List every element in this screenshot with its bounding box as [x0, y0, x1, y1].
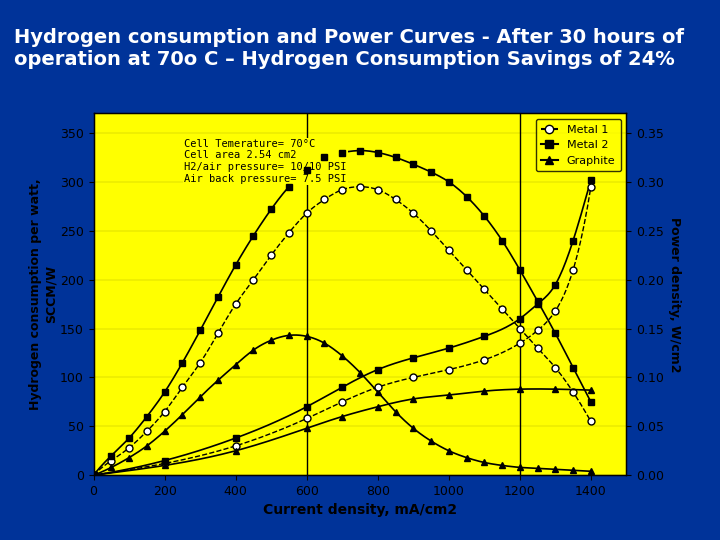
Y-axis label: Power density, W/cm2: Power density, W/cm2	[667, 217, 681, 372]
Legend: Metal 1, Metal 2, Graphite: Metal 1, Metal 2, Graphite	[536, 119, 621, 171]
X-axis label: Current density, mA/cm2: Current density, mA/cm2	[263, 503, 457, 517]
Text: Hydrogen consumption and Power Curves - After 30 hours of
operation at 70o C – H: Hydrogen consumption and Power Curves - …	[14, 28, 685, 69]
Y-axis label: Hydrogen consumption per watt,
SCCM/W: Hydrogen consumption per watt, SCCM/W	[30, 179, 57, 410]
Text: Cell Temerature= 70°C
Cell area 2.54 cm2
H2/air pressure= 10/10 PSI
Air back pre: Cell Temerature= 70°C Cell area 2.54 cm2…	[184, 139, 346, 184]
